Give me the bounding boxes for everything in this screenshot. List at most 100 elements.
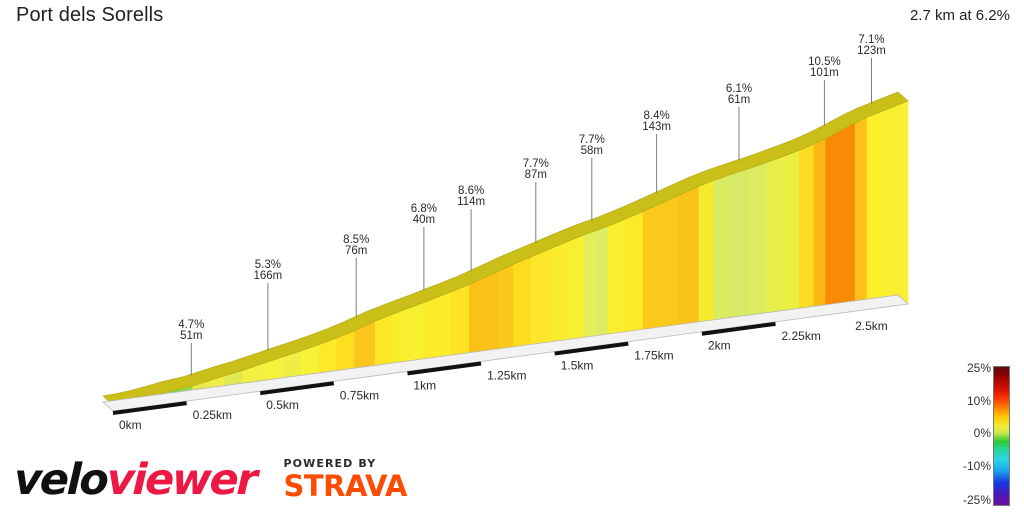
legend-tick-4: -25% — [962, 493, 991, 507]
profile-band — [224, 370, 243, 397]
profile-band — [513, 256, 532, 358]
profile-base-slab — [102, 294, 909, 412]
gradient-legend: 25% 10% 0% -10% -25% — [938, 360, 1016, 510]
profile-band — [731, 168, 750, 329]
callout-gradient: 6.1% — [726, 83, 752, 95]
profile-band — [262, 356, 284, 392]
profile-band — [866, 109, 885, 310]
profile-band — [607, 218, 626, 345]
callout-gradient: 8.5% — [343, 234, 369, 246]
profile-band — [854, 117, 867, 312]
distance-label: 1.25km — [487, 369, 526, 383]
profile-band — [766, 155, 785, 324]
distance-label: 2km — [708, 339, 731, 353]
callout-length: 143m — [642, 121, 671, 133]
distance-label: 1.75km — [634, 349, 673, 363]
profile-band — [436, 291, 452, 368]
distance-labels: 0km 0.25km 0.5km 0.75km 1km 1.25km 1.5km 1.75km… — [119, 319, 888, 432]
callout-gradient: 7.7% — [523, 158, 549, 170]
callout-gradient: 5.3% — [255, 259, 281, 271]
callout-length: 87m — [525, 169, 547, 181]
logo-viewer-text: viewer — [105, 454, 257, 505]
distance-tick-bar — [407, 361, 482, 376]
profile-crest-surface — [102, 91, 909, 406]
callout-gradient: 8.6% — [458, 185, 484, 197]
profile-band — [451, 284, 470, 366]
distance-label: 0.75km — [340, 388, 379, 402]
distance-label: 0.25km — [193, 408, 232, 422]
callout-length: 51m — [180, 330, 202, 342]
distance-tick-bar — [554, 341, 629, 356]
gradient-callouts: 4.7%51m 5.3%166m 8.5%76m 6.8%40m 8.6%114m 7.7… — [178, 34, 886, 376]
distance-label: 1.5km — [561, 359, 594, 373]
strava-branding: POWERED BY STRAVA — [283, 457, 408, 504]
profile-band — [242, 363, 264, 394]
distance-tick-marks — [112, 321, 776, 415]
profile-band — [354, 320, 376, 379]
callout-gradient: 4.7% — [178, 319, 204, 331]
profile-band — [283, 350, 302, 389]
callout-length: 61m — [728, 94, 750, 106]
profile-band — [407, 302, 423, 372]
profile-band — [748, 162, 767, 326]
profile-band — [498, 264, 514, 360]
callout-gradient: 8.4% — [643, 110, 669, 122]
callout-gradient: 7.1% — [858, 34, 884, 46]
distance-label: 0km — [119, 418, 142, 432]
distance-tick-bar — [112, 401, 187, 415]
profile-band — [595, 226, 608, 347]
profile-band — [678, 186, 700, 336]
callout-gradient: 7.7% — [579, 134, 605, 146]
legend-tick-3: -10% — [962, 459, 991, 473]
profile-band — [569, 234, 585, 350]
callout-gradient: 10.5% — [808, 56, 841, 68]
distance-tick-bar — [259, 381, 335, 396]
profile-band — [318, 337, 337, 384]
profile-band — [798, 143, 814, 319]
profile-band — [154, 391, 170, 406]
callout-length: 76m — [345, 245, 367, 257]
profile-band — [698, 180, 714, 333]
profile-band — [392, 308, 408, 374]
profile-band — [112, 402, 125, 412]
profile-band — [421, 297, 438, 370]
logo-velo-text: velo — [13, 454, 108, 505]
profile-band — [784, 150, 800, 321]
legend-tick-2: 0% — [973, 426, 991, 440]
veloviewer-logo: veloviewer — [13, 455, 256, 505]
profile-band — [301, 344, 320, 386]
profile-band — [551, 240, 570, 353]
profile-band — [625, 211, 644, 343]
climb-summary: 2.7 km at 6.2% — [909, 7, 1010, 24]
profile-band — [884, 102, 903, 308]
profile-band — [124, 399, 140, 410]
callout-length: 123m — [857, 45, 886, 57]
profile-baseline — [102, 294, 909, 412]
profile-band — [813, 138, 826, 317]
distance-label: 2.5km — [855, 319, 888, 333]
distance-label: 0.5km — [266, 398, 299, 412]
callout-length: 40m — [413, 214, 435, 226]
profile-band — [583, 230, 597, 348]
page-title: Port dels Sorells — [16, 4, 164, 26]
distance-tick-bar — [701, 321, 776, 336]
profile-band — [713, 174, 732, 331]
profile-band — [209, 375, 226, 399]
profile-band — [192, 380, 211, 401]
profile-band — [374, 313, 393, 376]
callout-length: 101m — [810, 67, 839, 79]
distance-label: 2.25km — [782, 329, 821, 343]
callout-gradient: 6.8% — [411, 203, 437, 215]
distance-label: 1km — [413, 378, 436, 392]
legend-tick-0: 25% — [966, 361, 991, 375]
profile-band — [139, 395, 155, 408]
legend-tick-1: 10% — [966, 394, 991, 408]
profile-top-surface — [102, 91, 909, 406]
strava-wordmark: STRAVA — [283, 468, 408, 503]
profile-band — [168, 388, 181, 404]
footer-branding: veloviewer POWERED BY STRAVA — [13, 454, 408, 506]
profile-band — [901, 100, 909, 306]
profile-band — [825, 122, 856, 316]
